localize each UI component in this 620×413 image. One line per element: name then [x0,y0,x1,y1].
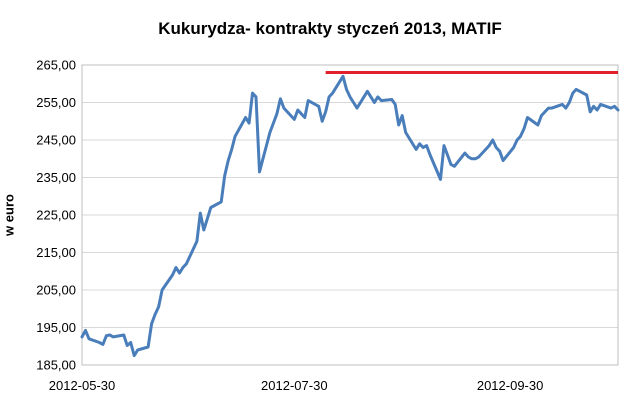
y-axis-label: w euro [2,194,17,237]
price-series-line [80,74,620,358]
plot-frame [81,64,619,366]
y-tick-label: 205,00 [36,283,76,298]
y-tick-label: 265,00 [36,58,76,73]
y-tick-label: 235,00 [36,170,76,185]
y-tick-label: 185,00 [36,358,76,373]
y-tick-label: 225,00 [36,208,76,223]
x-tick-label: 2012-07-30 [261,378,328,393]
y-axis-ticks: 185,00 195,00 205,00 215,00 225,00 235,00 245,… [36,58,76,373]
x-axis-ticks: 2012-05-30 2012-07-30 2012-09-30 [49,378,544,393]
y-tick-label: 255,00 [36,95,76,110]
y-tick-label: 195,00 [36,320,76,335]
x-tick-label: 2012-09-30 [477,378,544,393]
x-tick-label: 2012-05-30 [49,378,116,393]
y-tick-label: 215,00 [36,245,76,260]
chart-title: Kukurydza- kontrakty styczeń 2013, MATIF [158,19,502,38]
y-tick-label: 245,00 [36,133,76,148]
gridlines [82,64,618,366]
